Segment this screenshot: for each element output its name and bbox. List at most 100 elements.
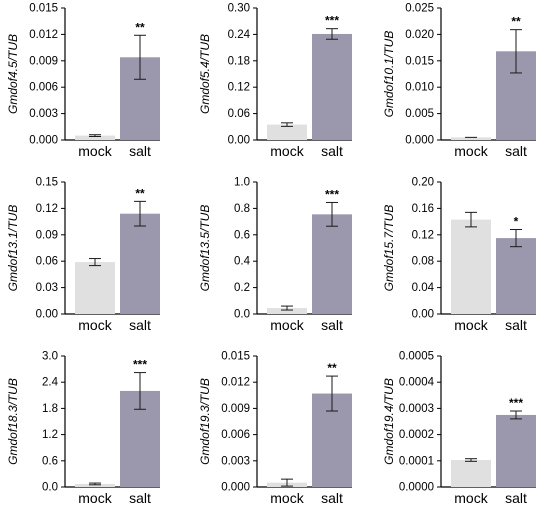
significance-label: ** xyxy=(327,361,337,375)
y-tick-label: 0.0000 xyxy=(399,482,434,494)
y-tick-label: 0.020 xyxy=(405,29,434,41)
x-category-label: mock xyxy=(78,490,112,506)
y-tick-label: 0.09 xyxy=(36,229,58,241)
y-tick-label: 0.003 xyxy=(29,108,58,120)
x-category-label: mock xyxy=(454,143,488,159)
y-tick-label: 0.20 xyxy=(412,177,434,189)
x-category-label: salt xyxy=(321,317,343,333)
y-tick-label: 0.010 xyxy=(405,82,434,94)
significance-label: * xyxy=(514,215,519,229)
significance-label: *** xyxy=(325,187,339,201)
bar-salt xyxy=(496,414,536,487)
y-tick-label: 0.00 xyxy=(412,309,434,321)
y-axis-label: Gmdof15.7/TUB xyxy=(382,205,396,292)
x-category-label: salt xyxy=(505,490,527,506)
x-category-label: mock xyxy=(270,143,304,159)
y-tick-label: 0.04 xyxy=(412,282,435,294)
bar-mock xyxy=(267,308,307,314)
bar-mock xyxy=(75,483,115,487)
y-tick-label: 1.0 xyxy=(234,177,250,189)
x-category-label: salt xyxy=(505,143,527,159)
y-tick-label: 0.6 xyxy=(234,229,250,241)
significance-label: *** xyxy=(509,396,523,410)
x-category-label: mock xyxy=(454,317,488,333)
y-tick-label: 0.015 xyxy=(405,55,434,67)
y-axis-label: Gmdof4.5/TUB xyxy=(6,34,20,114)
y-tick-label: 0.15 xyxy=(36,177,58,189)
x-category-label: mock xyxy=(78,317,112,333)
y-tick-label: 0.06 xyxy=(36,256,58,268)
significance-label: ** xyxy=(135,20,145,34)
y-tick-label: 0.0002 xyxy=(399,429,434,441)
y-tick-label: 0.006 xyxy=(29,82,58,94)
y-tick-label: 0.012 xyxy=(29,29,58,41)
significance-label: *** xyxy=(133,358,147,372)
bar-mock xyxy=(75,135,115,140)
y-tick-label: 0.06 xyxy=(228,108,250,120)
x-category-label: salt xyxy=(129,317,151,333)
bar-salt xyxy=(120,213,160,314)
y-tick-label: 1.2 xyxy=(42,429,58,441)
y-tick-label: 0.005 xyxy=(405,108,434,120)
y-tick-label: 0.009 xyxy=(221,403,250,415)
x-category-label: salt xyxy=(321,490,343,506)
significance-label: ** xyxy=(511,15,521,29)
bar-salt xyxy=(496,238,536,314)
x-category-label: mock xyxy=(270,490,304,506)
y-tick-label: 0.12 xyxy=(228,82,250,94)
x-category-label: mock xyxy=(454,490,488,506)
y-tick-label: 0.000 xyxy=(29,135,58,147)
y-tick-label: 0.30 xyxy=(228,3,250,15)
y-tick-label: 0.003 xyxy=(221,455,250,467)
y-axis-label: Gmdof13.1/TUB xyxy=(6,205,20,292)
y-tick-label: 0.03 xyxy=(36,282,58,294)
x-category-label: salt xyxy=(129,143,151,159)
y-tick-label: 2.4 xyxy=(42,377,59,389)
y-tick-label: 0.0 xyxy=(234,309,250,321)
y-tick-label: 3.0 xyxy=(42,351,58,363)
bar-mock xyxy=(267,124,307,140)
y-tick-label: 0.006 xyxy=(221,429,250,441)
y-tick-label: 0.015 xyxy=(221,351,250,363)
y-tick-label: 0.025 xyxy=(405,3,434,15)
bar-mock xyxy=(451,219,491,314)
y-axis-label: Gmdof19.4/TUB xyxy=(382,378,396,465)
y-tick-label: 0.2 xyxy=(234,282,250,294)
bar-mock xyxy=(451,137,491,140)
y-axis-label: Gmdof19.3/TUB xyxy=(198,378,212,465)
y-tick-label: 0.4 xyxy=(234,256,251,268)
y-tick-label: 0.0005 xyxy=(399,351,434,363)
y-tick-label: 0.0003 xyxy=(399,403,434,415)
x-category-label: salt xyxy=(321,143,343,159)
x-category-label: mock xyxy=(270,317,304,333)
bar-salt xyxy=(312,214,352,314)
y-axis-label: Gmdof13.5/TUB xyxy=(198,205,212,292)
bar-salt xyxy=(312,33,352,140)
y-tick-label: 0.6 xyxy=(42,455,58,467)
y-tick-label: 0.015 xyxy=(29,3,58,15)
y-tick-label: 0.24 xyxy=(228,29,251,41)
y-tick-label: 0.00 xyxy=(228,135,250,147)
significance-label: ** xyxy=(135,186,145,200)
y-tick-label: 0.009 xyxy=(29,55,58,67)
y-tick-label: 0.0001 xyxy=(399,455,434,467)
bar-mock xyxy=(451,460,491,487)
significance-label: *** xyxy=(325,14,339,28)
y-tick-label: 0.08 xyxy=(412,256,434,268)
y-tick-label: 0.012 xyxy=(221,377,250,389)
y-tick-label: 0.0004 xyxy=(399,377,435,389)
bar-mock xyxy=(75,262,115,314)
y-axis-label: Gmdof18.3/TUB xyxy=(6,378,20,465)
x-category-label: salt xyxy=(505,317,527,333)
y-axis-label: Gmdof5.4/TUB xyxy=(198,34,212,114)
y-tick-label: 0.8 xyxy=(234,203,250,215)
y-tick-label: 0.12 xyxy=(412,229,434,241)
y-tick-label: 0.16 xyxy=(412,203,434,215)
y-axis-label: Gmdof10.1/TUB xyxy=(382,31,396,118)
y-tick-label: 0.18 xyxy=(228,55,250,67)
y-tick-label: 0.0 xyxy=(42,482,58,494)
x-category-label: mock xyxy=(78,143,112,159)
y-tick-label: 0.000 xyxy=(221,482,250,494)
y-tick-label: 1.8 xyxy=(42,403,58,415)
